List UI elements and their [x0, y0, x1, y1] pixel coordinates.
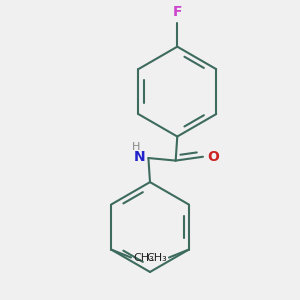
Text: N: N — [134, 150, 146, 164]
Text: CH₃: CH₃ — [133, 253, 154, 262]
Text: O: O — [208, 150, 219, 164]
Text: H: H — [132, 142, 140, 152]
Text: F: F — [172, 5, 182, 19]
Text: CH₃: CH₃ — [146, 253, 167, 262]
